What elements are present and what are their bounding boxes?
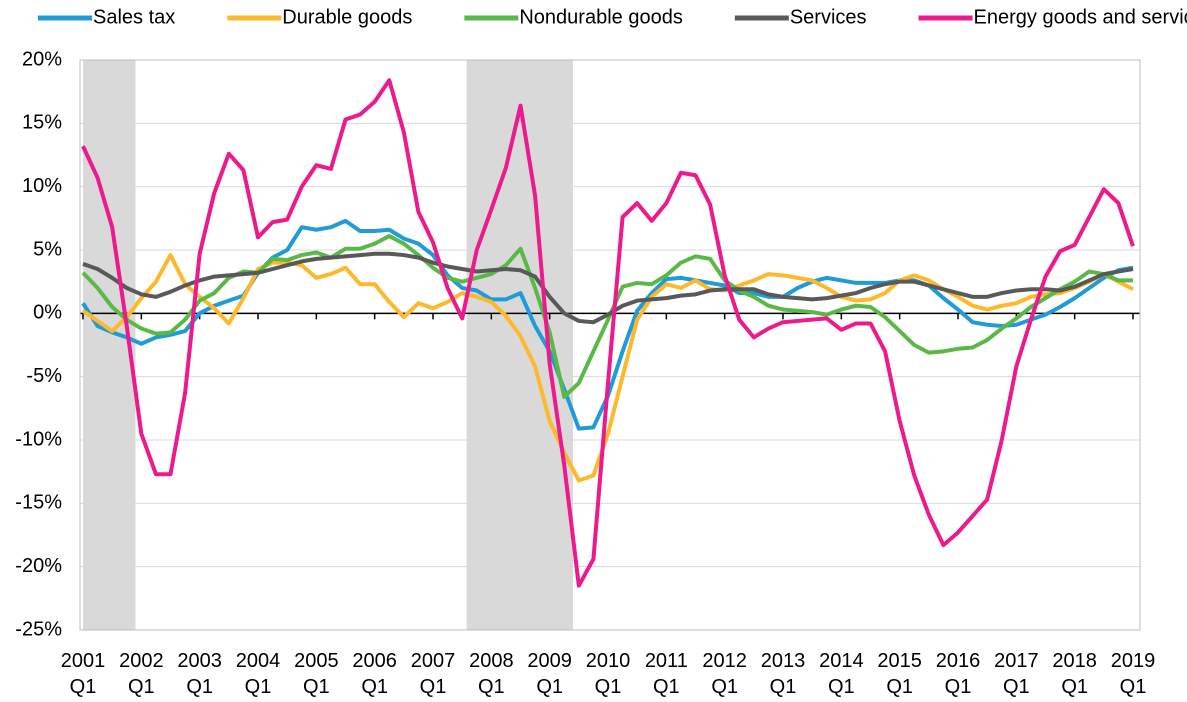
- x-tick-label: 2013 Q1: [761, 650, 806, 698]
- legend-label: Durable goods: [282, 6, 412, 28]
- recession-band: [83, 60, 136, 630]
- x-tick-label: 2004 Q1: [236, 650, 281, 698]
- legend-label: Energy goods and services: [974, 6, 1187, 28]
- y-tick-label: -10%: [15, 428, 62, 450]
- y-tick-label: 10%: [22, 175, 62, 197]
- x-tick-label: 2002 Q1: [119, 650, 164, 698]
- x-tick-label: 2014 Q1: [819, 650, 864, 698]
- legend-label: Sales tax: [93, 6, 175, 28]
- series-line: [81, 253, 1134, 483]
- y-tick-label: -20%: [15, 555, 62, 577]
- recession-band: [466, 60, 573, 630]
- labels-layer: -25% -20% -15% -10% -5% 0% 5% 10% 15% 20% 2001 Q1 20…: [15, 48, 1155, 698]
- y-tick-label: -25%: [15, 618, 62, 640]
- shading-layer: [83, 60, 573, 630]
- x-tick-label: 2017 Q1: [994, 650, 1039, 698]
- legend-label: Nondurable goods: [519, 6, 682, 28]
- plot-frame: [79, 59, 1141, 631]
- legend-label: Services: [790, 6, 867, 28]
- x-tick-label: 2005 Q1: [294, 650, 339, 698]
- y-tick-label: 20%: [22, 48, 62, 70]
- x-tick-label: 2018 Q1: [1052, 650, 1097, 698]
- x-tick-label: 2009 Q1: [527, 650, 572, 698]
- series-line: [81, 78, 1135, 588]
- lines-layer: [81, 78, 1135, 588]
- series-line: [82, 251, 1134, 325]
- x-tick-label: 2011 Q1: [645, 650, 688, 698]
- x-tick-label: 2007 Q1: [411, 650, 456, 698]
- x-tick-label: 2015 Q1: [877, 650, 922, 698]
- x-tick-label: 2008 Q1: [469, 650, 514, 698]
- y-tick-label: 5%: [33, 238, 62, 260]
- y-tick-label: -15%: [15, 492, 62, 514]
- x-tick-label: 2016 Q1: [936, 650, 981, 698]
- x-tick-label: 2012 Q1: [702, 650, 747, 698]
- x-tick-label: 2010 Q1: [586, 650, 631, 698]
- x-tick-label: 2006 Q1: [352, 650, 397, 698]
- y-tick-label: -5%: [26, 365, 62, 387]
- y-tick-label: 15%: [22, 112, 62, 134]
- x-tick-label: 2001 Q1: [61, 650, 106, 698]
- x-tick-label: 2003 Q1: [177, 650, 222, 698]
- x-tick-label: 2019 Q1: [1111, 650, 1156, 698]
- y-tick-label: 0%: [33, 302, 62, 324]
